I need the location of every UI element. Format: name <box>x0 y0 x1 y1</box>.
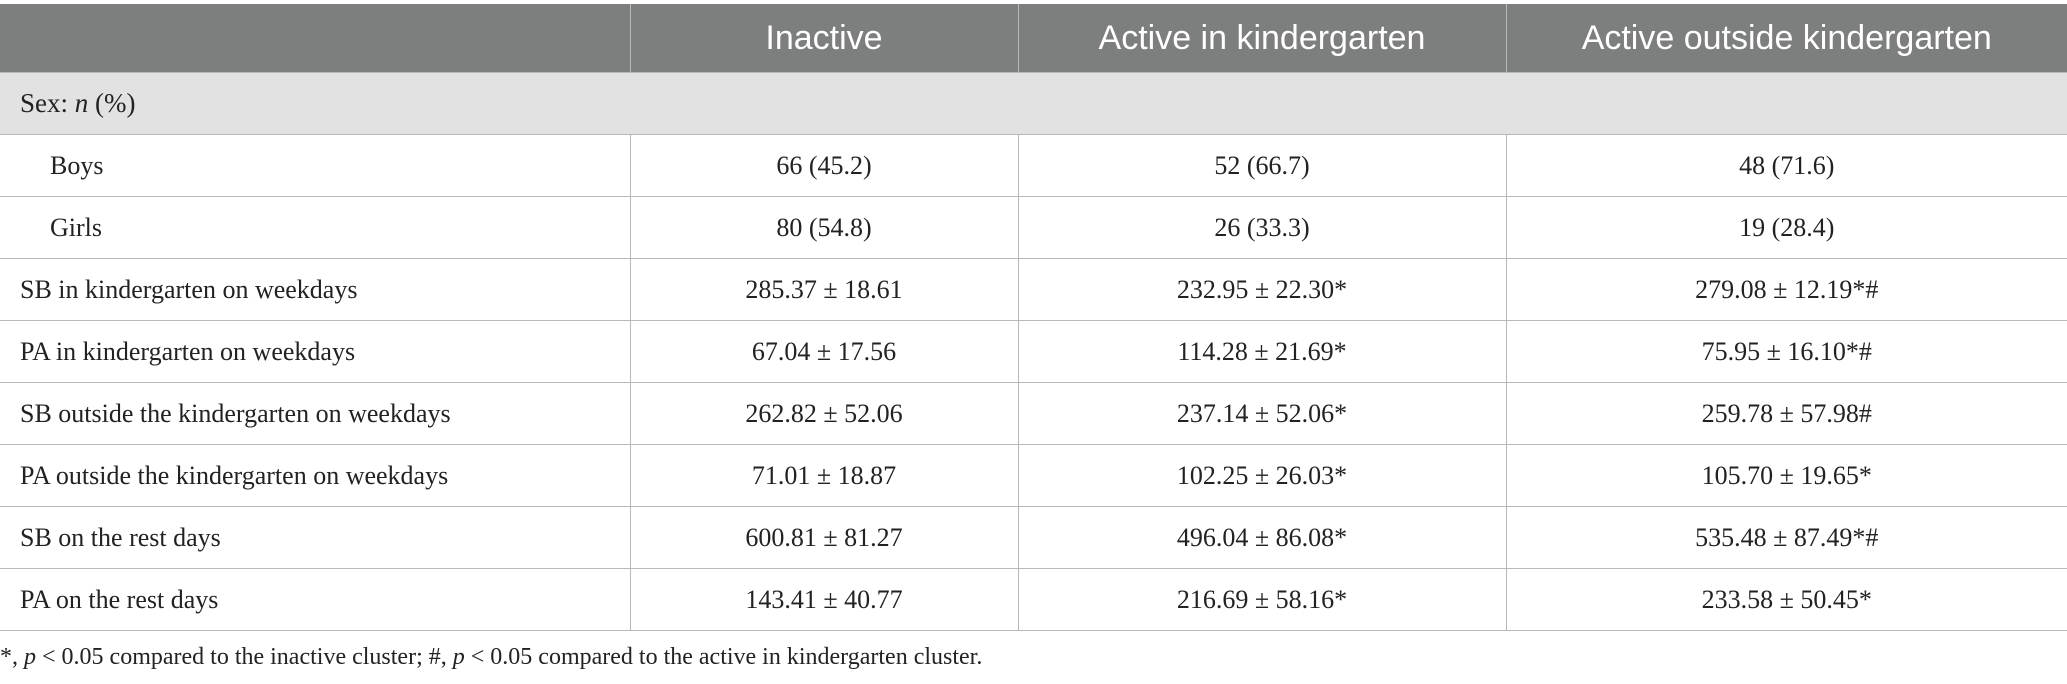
table-row: SB outside the kindergarten on weekdays … <box>0 382 2067 445</box>
header-cell-inactive: Inactive <box>629 4 1019 73</box>
row-label: SB in kindergarten on weekdays <box>0 258 631 321</box>
table-row: PA on the rest days 143.41 ± 40.77 216.6… <box>0 568 2067 631</box>
cell-inactive: 600.81 ± 81.27 <box>629 506 1019 569</box>
cell-inactive: 71.01 ± 18.87 <box>629 444 1019 507</box>
cell-active-in-kindergarten: 237.14 ± 52.06* <box>1017 382 1507 445</box>
table-row: SB on the rest days 600.81 ± 81.27 496.0… <box>0 506 2067 569</box>
cell-active-outside-kindergarten: 75.95 ± 16.10*# <box>1505 320 2067 383</box>
cell-inactive: 262.82 ± 52.06 <box>629 382 1019 445</box>
row-label: Girls <box>0 196 631 259</box>
cell-active-outside-kindergarten: 19 (28.4) <box>1505 196 2067 259</box>
section-label-suffix: (%) <box>88 88 136 118</box>
header-row: Inactive Active in kindergarten Active o… <box>0 4 2067 73</box>
header-cell-active-in-kindergarten: Active in kindergarten <box>1017 4 1507 73</box>
row-label: PA on the rest days <box>0 568 631 631</box>
row-label: SB on the rest days <box>0 506 631 569</box>
section-row-sex: Sex: n (%) <box>0 72 2067 135</box>
cell-inactive: 67.04 ± 17.56 <box>629 320 1019 383</box>
table-row: PA outside the kindergarten on weekdays … <box>0 444 2067 507</box>
cell-inactive: 285.37 ± 18.61 <box>629 258 1019 321</box>
cell-active-in-kindergarten: 102.25 ± 26.03* <box>1017 444 1507 507</box>
row-label: SB outside the kindergarten on weekdays <box>0 382 631 445</box>
row-label: PA in kindergarten on weekdays <box>0 320 631 383</box>
row-label: Boys <box>0 134 631 197</box>
cell-active-in-kindergarten: 114.28 ± 21.69* <box>1017 320 1507 383</box>
row-label: PA outside the kindergarten on weekdays <box>0 444 631 507</box>
section-label-n: n <box>74 88 89 118</box>
header-cell-label <box>0 4 631 73</box>
cell-active-in-kindergarten: 52 (66.7) <box>1017 134 1507 197</box>
footnote-part3: < 0.05 compared to the active in kinderg… <box>464 644 983 670</box>
section-label-prefix: Sex: <box>20 88 75 118</box>
cell-active-in-kindergarten: 26 (33.3) <box>1017 196 1507 259</box>
cell-active-outside-kindergarten: 535.48 ± 87.49*# <box>1505 506 2067 569</box>
footnote-p-symbol: p <box>24 644 36 670</box>
section-label: Sex: n (%) <box>0 72 2067 135</box>
footnote-part1: *, <box>0 644 24 670</box>
cell-active-in-kindergarten: 232.95 ± 22.30* <box>1017 258 1507 321</box>
cell-active-in-kindergarten: 496.04 ± 86.08* <box>1017 506 1507 569</box>
cell-inactive: 66 (45.2) <box>629 134 1019 197</box>
table-row: Boys 66 (45.2) 52 (66.7) 48 (71.6) <box>0 134 2067 197</box>
cell-active-in-kindergarten: 216.69 ± 58.16* <box>1017 568 1507 631</box>
cell-active-outside-kindergarten: 279.08 ± 12.19*# <box>1505 258 2067 321</box>
header-cell-active-outside-kindergarten: Active outside kindergarten <box>1505 4 2067 73</box>
footnote-part2: < 0.05 compared to the inactive cluster;… <box>36 644 453 670</box>
table-body: Sex: n (%) Boys 66 (45.2) 52 (66.7) 48 (… <box>0 72 2067 631</box>
table-header: Inactive Active in kindergarten Active o… <box>0 4 2067 73</box>
table-footnote: *, p < 0.05 compared to the inactive clu… <box>0 644 982 671</box>
table-row: SB in kindergarten on weekdays 285.37 ± … <box>0 258 2067 321</box>
table-row: PA in kindergarten on weekdays 67.04 ± 1… <box>0 320 2067 383</box>
cell-active-outside-kindergarten: 259.78 ± 57.98# <box>1505 382 2067 445</box>
cell-active-outside-kindergarten: 105.70 ± 19.65* <box>1505 444 2067 507</box>
table-row: Girls 80 (54.8) 26 (33.3) 19 (28.4) <box>0 196 2067 259</box>
cell-inactive: 80 (54.8) <box>629 196 1019 259</box>
cell-active-outside-kindergarten: 48 (71.6) <box>1505 134 2067 197</box>
cell-active-outside-kindergarten: 233.58 ± 50.45* <box>1505 568 2067 631</box>
data-table: Inactive Active in kindergarten Active o… <box>0 4 2067 631</box>
cell-inactive: 143.41 ± 40.77 <box>629 568 1019 631</box>
footnote-p-symbol: p <box>452 644 465 670</box>
